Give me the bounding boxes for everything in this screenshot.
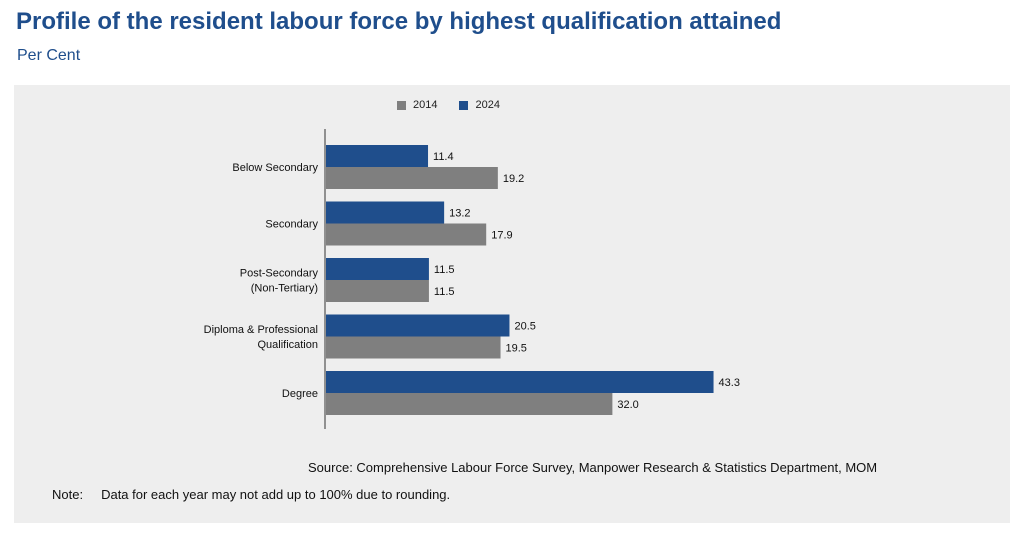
category-label: Degree: [282, 388, 318, 400]
legend-swatch-2024: [459, 100, 469, 110]
note: Note: Data for each year may not add up t…: [52, 487, 450, 502]
category-label: Below Secondary: [232, 162, 318, 174]
data-label-2014: 19.5: [506, 343, 527, 355]
legend-label-2024: 2024: [475, 99, 500, 111]
bar-2024: [326, 201, 445, 224]
data-label-2024: 11.5: [434, 264, 455, 276]
data-label-2014: 32.0: [617, 399, 638, 411]
data-label-2024: 20.5: [514, 321, 535, 333]
bar-2024: [326, 258, 429, 280]
data-label-2024: 11.4: [433, 151, 454, 163]
legend: 2014 2024: [397, 99, 522, 111]
bar-2024: [326, 145, 429, 167]
bar-2014: [326, 280, 429, 302]
legend-swatch-2014: [397, 100, 406, 110]
data-label-2024: 13.2: [449, 208, 470, 220]
bar-2014: [326, 336, 501, 359]
chart-title: Profile of the resident labour force by …: [16, 8, 782, 35]
bar-2024: [326, 371, 714, 393]
source-text: Source: Comprehensive Labour Force Surve…: [308, 460, 878, 475]
bar-2024: [326, 314, 510, 337]
note-text: Data for each year may not add up to 100…: [101, 487, 451, 502]
bar-2014: [326, 223, 487, 246]
bar-2014: [326, 167, 498, 189]
data-label-2014: 17.9: [491, 230, 512, 242]
legend-label-2014: 2014: [413, 99, 438, 111]
category-label: Post-Secondary: [240, 268, 319, 280]
data-label-2024: 43.3: [719, 377, 740, 389]
data-label-2014: 19.2: [503, 173, 524, 185]
chart-subtitle: Per Cent: [17, 47, 81, 64]
bar-2014: [326, 393, 613, 415]
category-label: (Non-Tertiary): [251, 283, 318, 295]
bar-chart-plot: 11.4 19.2 Below Secondary 13.2 17.9 Secondary…: [204, 129, 740, 429]
category-label: Diploma & Professional: [204, 324, 318, 336]
category-label: Qualification: [257, 339, 318, 351]
legend-item-2014: 2014: [397, 99, 437, 111]
chart-panel: 2014 2024 11.4 19.2 Below Secondary 13.2 17.…: [14, 85, 1010, 523]
category-label: Secondary: [265, 219, 318, 231]
data-label-2014: 11.5: [434, 286, 455, 298]
note-label: Note:: [52, 487, 84, 502]
legend-item-2024: 2024: [459, 99, 500, 111]
